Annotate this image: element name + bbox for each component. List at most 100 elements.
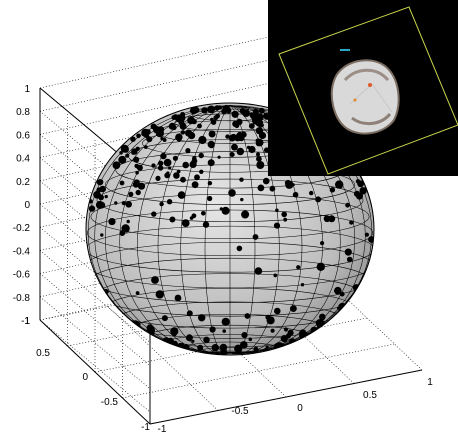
marker-point bbox=[198, 135, 207, 145]
marker-point bbox=[221, 317, 230, 326]
marker-point bbox=[118, 155, 127, 164]
marker-point bbox=[137, 182, 146, 190]
marker-point bbox=[257, 184, 265, 192]
marker-point bbox=[194, 174, 200, 181]
marker-point bbox=[258, 107, 265, 114]
marker-point bbox=[164, 172, 171, 179]
marker-point bbox=[125, 201, 132, 208]
marker-point bbox=[186, 310, 193, 317]
marker-point bbox=[256, 113, 264, 122]
z-tick-label: -0.2 bbox=[13, 223, 31, 234]
y-tick-label: 0 bbox=[297, 403, 303, 414]
marker-point bbox=[219, 207, 223, 211]
marker-point bbox=[345, 202, 350, 208]
marker-point bbox=[100, 233, 104, 237]
z-tick-label: 0.6 bbox=[16, 130, 30, 141]
marker-point bbox=[240, 131, 247, 138]
marker-point bbox=[211, 344, 219, 352]
marker-point bbox=[240, 341, 248, 349]
marker-point bbox=[112, 161, 121, 170]
marker-point bbox=[208, 143, 215, 149]
inset-object bbox=[330, 49, 400, 135]
marker-point bbox=[269, 185, 276, 192]
marker-point bbox=[135, 189, 141, 196]
marker-point bbox=[155, 175, 161, 181]
marker-point bbox=[256, 152, 260, 157]
marker-point bbox=[133, 156, 140, 163]
z-tick-label: -0.8 bbox=[13, 293, 31, 304]
grid-line bbox=[107, 306, 219, 411]
z-tick-label: -0.6 bbox=[13, 270, 31, 281]
marker-point bbox=[229, 152, 235, 157]
x-tick-label: -0.5 bbox=[101, 397, 119, 408]
marker-point bbox=[236, 147, 245, 156]
marker-point bbox=[171, 124, 177, 131]
marker-point bbox=[232, 120, 239, 127]
marker-point bbox=[263, 147, 270, 153]
marker-point bbox=[270, 328, 275, 333]
marker-point bbox=[135, 170, 139, 175]
marker-point bbox=[180, 176, 186, 183]
marker-point bbox=[119, 180, 125, 186]
z-tick-label: 0.2 bbox=[16, 177, 30, 188]
marker-point bbox=[329, 187, 336, 193]
marker-point bbox=[209, 326, 216, 333]
z-tick-label: 0.8 bbox=[16, 107, 30, 118]
marker-point bbox=[176, 169, 181, 174]
marker-point bbox=[299, 329, 307, 338]
z-tick-label: 0.4 bbox=[16, 154, 30, 165]
marker-point bbox=[359, 187, 367, 195]
marker-point bbox=[248, 337, 253, 342]
marker-point bbox=[173, 172, 180, 179]
marker-point bbox=[241, 210, 250, 219]
marker-point bbox=[241, 332, 248, 339]
marker-point bbox=[214, 105, 220, 111]
grid-line bbox=[39, 29, 301, 89]
marker-point bbox=[335, 180, 344, 189]
x-tick-labels: 1 0.5 0 -0.5 -1 bbox=[24, 316, 150, 433]
marker-point bbox=[188, 132, 196, 140]
x-tick-label: 1 bbox=[24, 316, 30, 327]
marker-point bbox=[202, 221, 210, 228]
z-tick-label: 0 bbox=[24, 200, 30, 211]
marker-point bbox=[228, 134, 236, 142]
grid-line bbox=[122, 343, 395, 399]
marker-point bbox=[169, 216, 176, 223]
x-tick-label: 0 bbox=[82, 372, 88, 383]
marker-point bbox=[155, 290, 164, 299]
marker-point bbox=[172, 155, 178, 161]
marker-point bbox=[273, 222, 281, 229]
marker-point bbox=[265, 314, 271, 320]
marker-point bbox=[146, 324, 154, 332]
x-tick-label: -1 bbox=[141, 422, 150, 433]
marker-points bbox=[88, 104, 374, 355]
marker-point bbox=[135, 146, 140, 151]
marker-point bbox=[339, 291, 345, 297]
marker-point bbox=[239, 177, 244, 182]
marker-point bbox=[320, 241, 325, 246]
marker-point bbox=[316, 262, 325, 271]
marker-point bbox=[222, 110, 227, 115]
marker-point bbox=[177, 115, 185, 123]
marker-point bbox=[136, 133, 141, 139]
y-tick-label: -1 bbox=[158, 424, 167, 435]
marker-point bbox=[197, 123, 202, 129]
marker-point bbox=[256, 161, 265, 169]
marker-point bbox=[191, 118, 197, 125]
marker-point bbox=[153, 126, 161, 134]
marker-point bbox=[317, 321, 325, 330]
y-tick-labels: -1 -0.5 0 0.5 1 bbox=[158, 377, 434, 435]
marker-point bbox=[281, 211, 288, 218]
marker-point bbox=[258, 131, 267, 140]
marker-point bbox=[145, 134, 150, 139]
marker-point bbox=[239, 108, 246, 114]
marker-point bbox=[191, 213, 197, 219]
marker-point bbox=[203, 336, 210, 344]
marker-point bbox=[283, 327, 289, 332]
marker-point bbox=[130, 136, 136, 142]
marker-point bbox=[290, 305, 297, 312]
marker-point bbox=[285, 333, 291, 339]
marker-point bbox=[254, 267, 263, 275]
marker-point bbox=[231, 110, 239, 118]
